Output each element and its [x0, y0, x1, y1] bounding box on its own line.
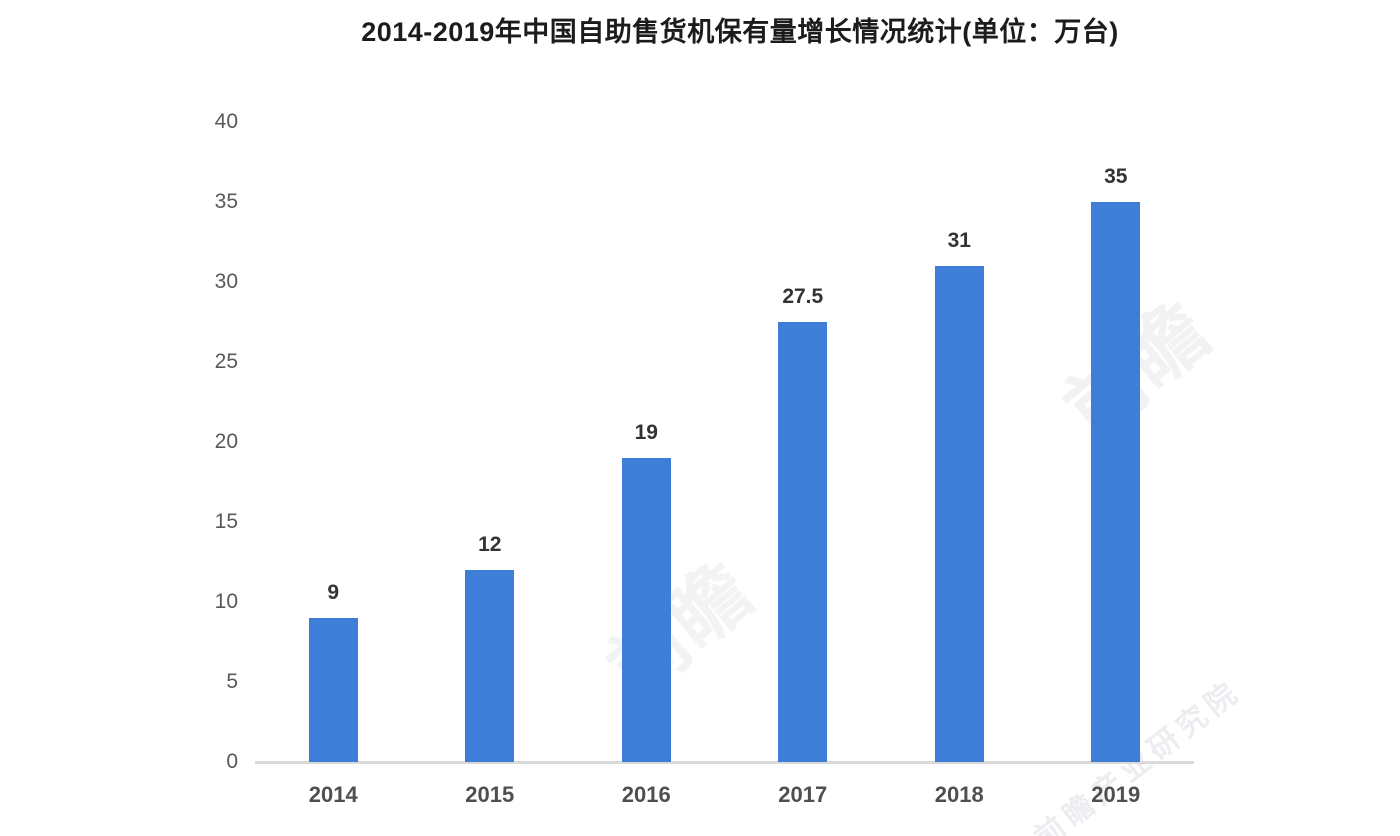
bar-2015	[465, 570, 515, 762]
y-tick-label-30: 30	[214, 270, 238, 293]
bar-2018	[934, 266, 984, 762]
y-tick-label-15: 15	[214, 510, 238, 533]
watermark-center: 前瞻	[591, 546, 768, 715]
x-tick-label-2017: 2017	[778, 782, 828, 807]
x-tick-label-2015: 2015	[465, 782, 515, 807]
y-tick-label-5: 5	[226, 670, 238, 693]
bar-2016	[621, 458, 671, 762]
bar-value-label-2016: 19	[634, 421, 658, 444]
y-tick-label-40: 40	[214, 110, 238, 133]
bar-value-label-2018: 31	[947, 229, 971, 252]
bar-value-label-2014: 9	[327, 581, 340, 604]
y-tick-label-10: 10	[214, 590, 238, 613]
x-axis-line	[255, 761, 1194, 764]
y-tick-label-20: 20	[214, 430, 238, 453]
y-tick-label-35: 35	[214, 190, 238, 213]
bar-2017	[778, 322, 828, 762]
bar-value-label-2019: 35	[1104, 165, 1128, 188]
bar-2019	[1091, 202, 1141, 762]
x-tick-label-2014: 2014	[308, 782, 358, 807]
x-tick-label-2018: 2018	[934, 782, 984, 807]
x-tick-label-2019: 2019	[1091, 782, 1141, 807]
bar-2014	[308, 618, 358, 762]
bar-value-label-2017: 27.5	[782, 285, 824, 308]
chart-title: 2014-2019年中国自助售货机保有量增长情况统计(单位：万台)	[361, 17, 1119, 47]
bar-value-label-2015: 12	[478, 533, 502, 556]
y-tick-label-25: 25	[214, 350, 238, 373]
x-tick-label-2016: 2016	[621, 782, 671, 807]
y-tick-label-0: 0	[226, 750, 238, 773]
